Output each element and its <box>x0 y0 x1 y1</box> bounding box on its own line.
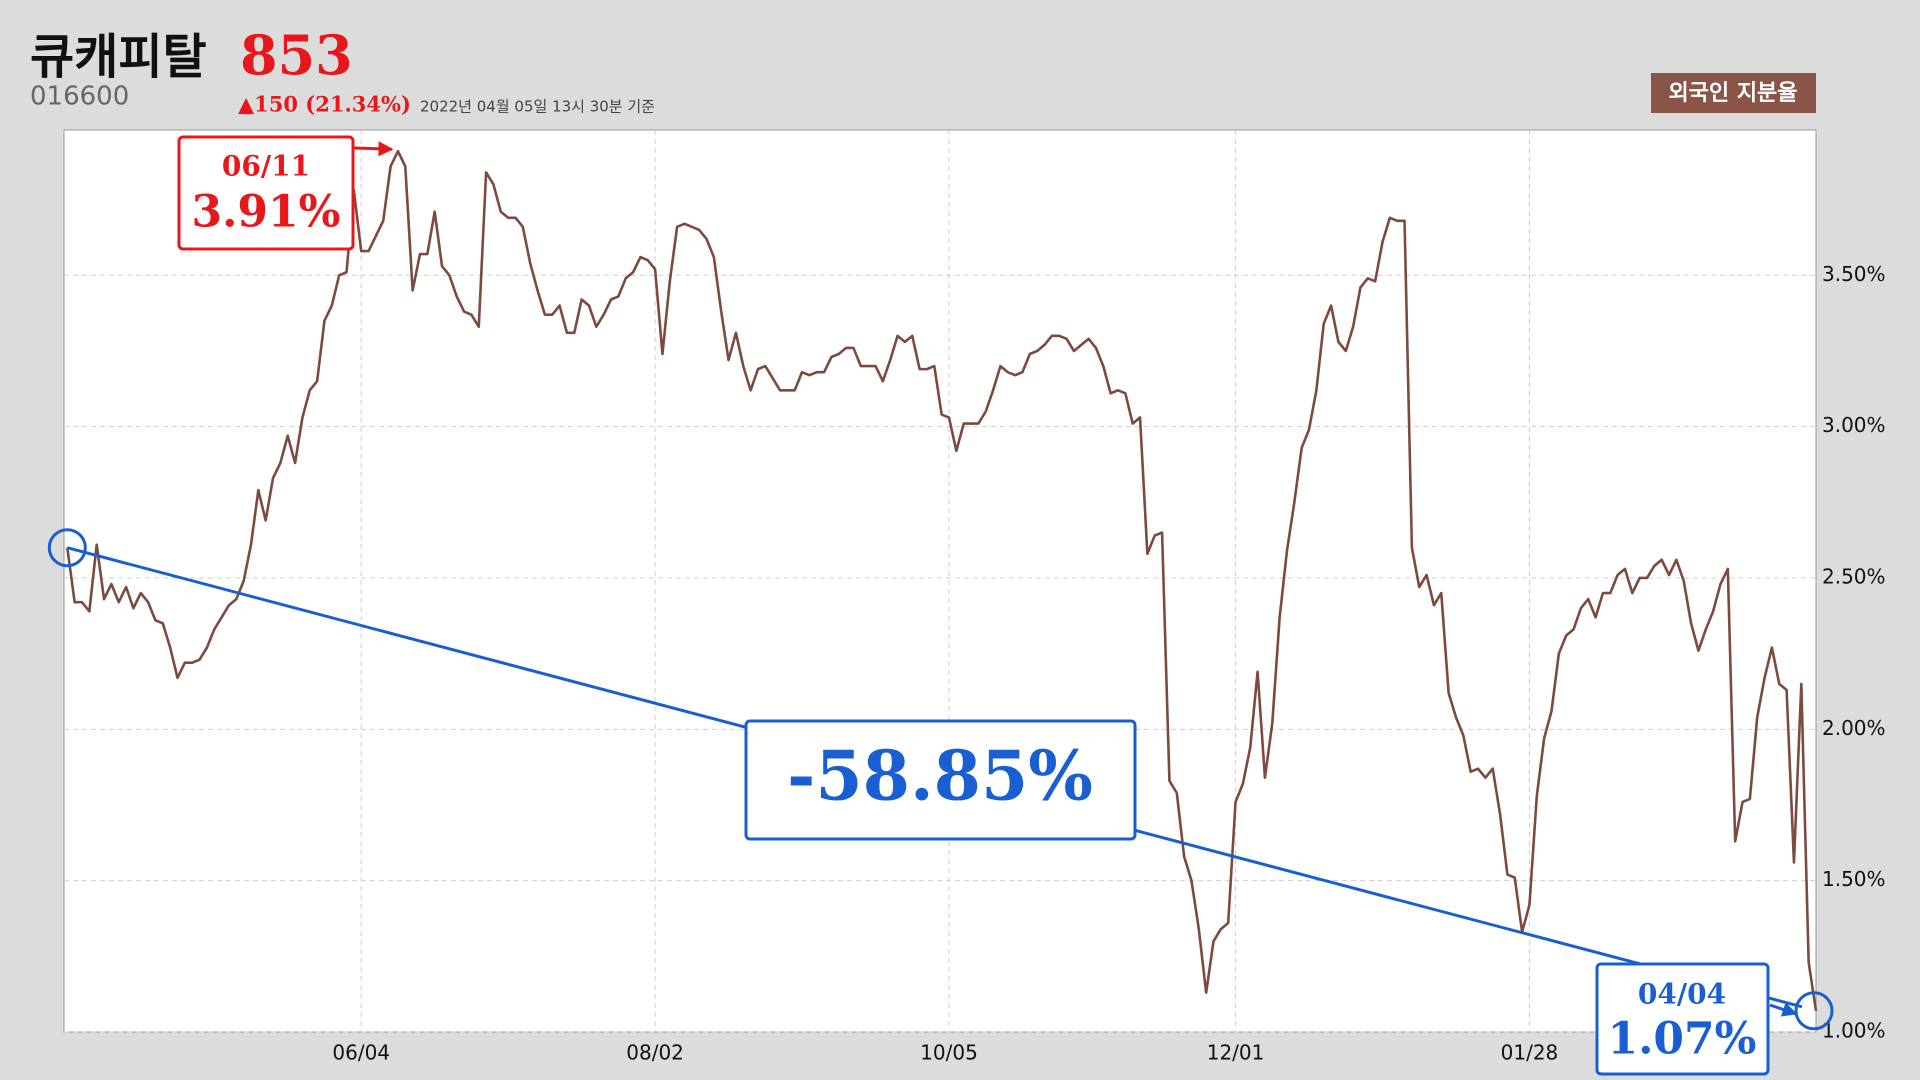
end-arrow <box>1769 1002 1798 1017</box>
peak-arrow <box>353 141 394 157</box>
change-label: -58.85% <box>787 737 1093 817</box>
y-tick-label: 2.50% <box>1822 564 1886 588</box>
y-tick-label: 1.00% <box>1822 1019 1886 1043</box>
marks <box>66 149 1818 1012</box>
change-box <box>744 719 1137 841</box>
legend-badge <box>1651 73 1816 113</box>
x-tick-label: 08/02 <box>626 1041 684 1065</box>
x-tick-label: 10/05 <box>920 1041 978 1065</box>
x-tick-label: 01/28 <box>1501 1041 1559 1065</box>
peak-date: 06/11 <box>222 150 310 183</box>
x-tick-label: 06/04 <box>332 1041 390 1065</box>
end-value: 1.07% <box>1608 1014 1757 1065</box>
stock-code: 016600 <box>30 82 129 112</box>
plot-area <box>63 129 1817 1033</box>
y-tick-label: 1.50% <box>1822 867 1886 891</box>
end-date: 04/04 <box>1638 978 1726 1011</box>
y-tick-label: 3.00% <box>1822 413 1886 437</box>
stock-name: 큐캐피탈 <box>30 29 207 85</box>
y-tick-label: 2.00% <box>1822 716 1886 740</box>
annotations: 06/11 3.91% 04/041.07% -58.85% <box>47 135 1834 1076</box>
legend-label: 외국인 지분율 <box>1668 81 1797 106</box>
y-tick-label: 3.50% <box>1822 262 1886 286</box>
peak-box <box>177 135 355 251</box>
price-change: ▲150 (21.34%) <box>238 92 411 117</box>
start-marker <box>47 528 87 568</box>
stock-price: 853 <box>240 23 353 87</box>
grid: 1.00% 1.50% 2.00% 2.50% 3.00% 3.50% 06/04 08/02… <box>64 130 1886 1065</box>
series-line <box>66 149 1818 1012</box>
x-tick-label: 12/01 <box>1207 1041 1265 1065</box>
timestamp: 2022년 04월 05일 13시 30분 기준 <box>420 98 655 116</box>
end-box <box>1595 962 1770 1076</box>
peak-value: 3.91% <box>192 187 341 238</box>
